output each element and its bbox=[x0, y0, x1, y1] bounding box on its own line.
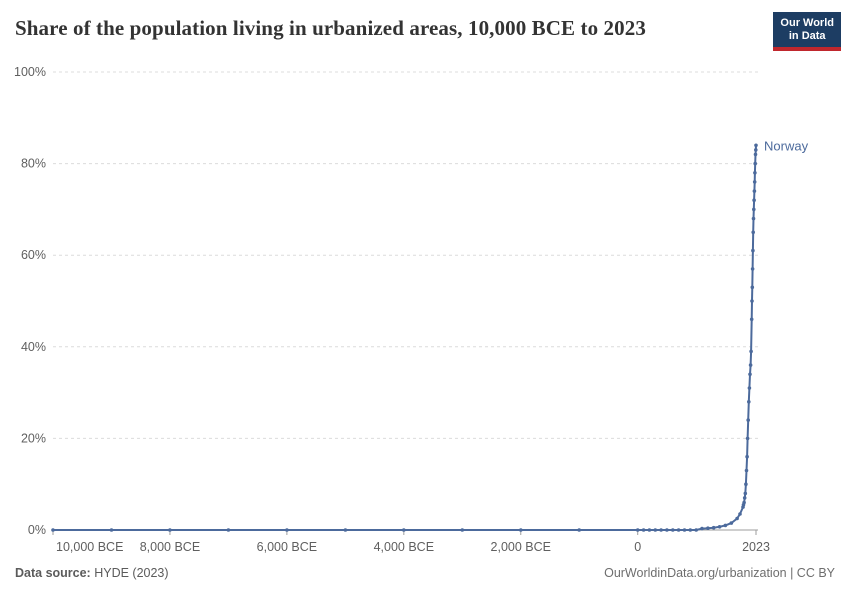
data-point-marker bbox=[226, 528, 231, 532]
x-axis-tick-label: 2023 bbox=[742, 540, 770, 554]
data-point-marker bbox=[168, 528, 172, 532]
x-axis-tick-label: 6,000 BCE bbox=[257, 540, 317, 554]
data-point-marker bbox=[700, 526, 704, 531]
y-axis-tick-label: 0% bbox=[28, 523, 46, 537]
data-point-marker bbox=[754, 148, 758, 152]
data-point-marker bbox=[665, 528, 669, 532]
x-axis-tick-label: 0 bbox=[634, 540, 641, 554]
data-point-marker bbox=[402, 528, 406, 532]
data-point-marker bbox=[753, 152, 758, 157]
data-point-marker bbox=[747, 386, 752, 390]
data-point-marker bbox=[647, 528, 652, 532]
data-point-marker bbox=[676, 528, 681, 532]
chart-footer: Data source: HYDE (2023) OurWorldinData.… bbox=[15, 566, 835, 580]
owid-logo[interactable]: Our World in Data bbox=[773, 12, 841, 51]
data-source: Data source: HYDE (2023) bbox=[15, 566, 169, 580]
data-point-marker bbox=[285, 528, 289, 532]
owid-logo-line1: Our World bbox=[780, 17, 834, 29]
data-point-marker bbox=[751, 230, 755, 235]
data-point-marker bbox=[742, 500, 746, 505]
data-point-marker bbox=[109, 528, 114, 532]
owid-logo-line2: in Data bbox=[788, 30, 826, 42]
x-axis-tick-label: 8,000 BCE bbox=[140, 540, 200, 554]
data-source-value: HYDE (2023) bbox=[90, 566, 169, 580]
data-point-marker bbox=[749, 317, 754, 322]
data-point-marker bbox=[51, 528, 55, 532]
page-title: Share of the population living in urbani… bbox=[15, 16, 646, 40]
series-line[interactable] bbox=[53, 145, 757, 531]
y-axis-tick-label: 80% bbox=[21, 157, 46, 171]
data-point-marker bbox=[744, 468, 749, 473]
series-norway[interactable]: Norway bbox=[51, 138, 809, 532]
data-point-marker bbox=[752, 207, 756, 212]
data-point-marker bbox=[752, 189, 757, 193]
data-point-marker bbox=[671, 528, 675, 532]
data-source-label: Data source: bbox=[15, 566, 91, 580]
data-point-marker bbox=[653, 528, 658, 532]
data-point-marker bbox=[754, 143, 758, 148]
data-point-marker bbox=[723, 523, 728, 528]
data-point-marker bbox=[746, 418, 750, 422]
x-axis-tick-label: 10,000 BCE bbox=[56, 540, 123, 554]
data-point-marker bbox=[659, 528, 663, 532]
data-point-marker bbox=[748, 372, 752, 377]
data-point-marker bbox=[460, 528, 465, 532]
data-point-marker bbox=[750, 285, 755, 290]
data-point-marker bbox=[711, 525, 716, 530]
data-point-marker bbox=[738, 512, 742, 516]
y-axis-tick-label: 60% bbox=[21, 248, 46, 262]
data-point-marker bbox=[750, 299, 754, 303]
data-point-marker bbox=[744, 482, 748, 487]
y-axis-tick-label: 100% bbox=[14, 65, 46, 79]
data-point-marker bbox=[747, 400, 751, 404]
data-point-marker bbox=[743, 491, 748, 496]
data-point-marker bbox=[577, 528, 581, 532]
data-point-marker bbox=[717, 525, 722, 529]
data-point-marker bbox=[635, 528, 640, 532]
data-point-marker bbox=[688, 528, 693, 532]
data-point-marker bbox=[641, 528, 646, 532]
chart-header: Share of the population living in urbani… bbox=[15, 12, 841, 51]
entity-label[interactable]: Norway bbox=[764, 138, 809, 153]
data-point-marker bbox=[748, 363, 753, 367]
data-point-marker bbox=[735, 516, 739, 521]
data-point-marker bbox=[706, 526, 710, 530]
data-point-marker bbox=[750, 267, 755, 271]
data-point-marker bbox=[751, 216, 756, 221]
data-point-marker bbox=[752, 198, 756, 202]
data-point-marker bbox=[751, 248, 755, 253]
x-axis-tick-label: 4,000 BCE bbox=[374, 540, 434, 554]
x-axis-tick-label: 2,000 BCE bbox=[491, 540, 551, 554]
data-point-marker bbox=[749, 349, 753, 354]
data-point-marker bbox=[729, 521, 734, 525]
data-point-marker bbox=[519, 528, 523, 532]
y-axis-tick-label: 40% bbox=[21, 340, 46, 354]
data-point-marker bbox=[753, 161, 757, 166]
attribution-link[interactable]: OurWorldinData.org/urbanization | CC BY bbox=[604, 566, 835, 580]
data-point-marker bbox=[682, 528, 687, 532]
data-point-marker bbox=[745, 454, 749, 459]
data-point-marker bbox=[752, 180, 757, 184]
data-point-marker bbox=[343, 528, 348, 532]
y-axis-tick-label: 20% bbox=[21, 431, 46, 445]
data-point-marker bbox=[742, 496, 747, 500]
data-point-marker bbox=[753, 171, 757, 175]
data-point-marker bbox=[745, 436, 750, 441]
data-point-marker bbox=[694, 528, 698, 532]
